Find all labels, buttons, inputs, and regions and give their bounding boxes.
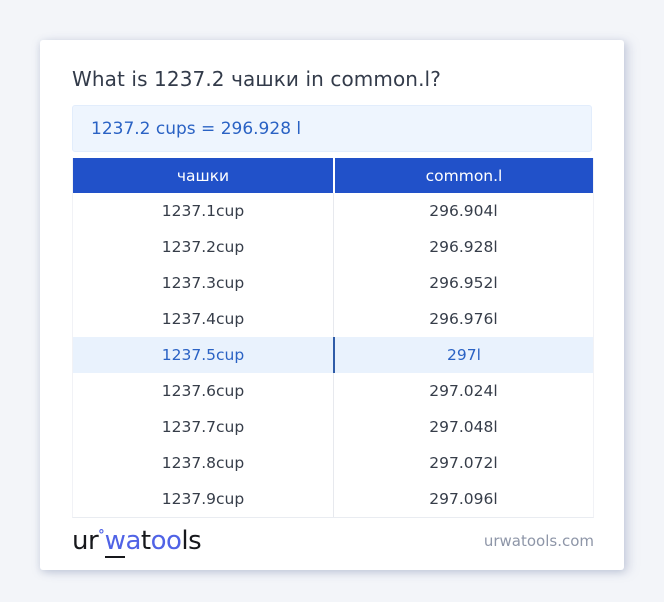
cup-value: 1237.3cup <box>161 274 245 292</box>
liter-value: 296.952l <box>333 265 593 301</box>
table-row: 1237.2cup 296.928l <box>73 229 593 265</box>
cup-value: 1237.1cup <box>161 202 245 220</box>
liter-value: 296.976l <box>333 301 593 337</box>
table-row: 1237.7cup 297.048l <box>73 409 593 445</box>
logo-oo: oo <box>150 526 182 556</box>
cup-value: 1237.9cup <box>161 490 245 508</box>
conversion-card: What is 1237.2 чашки in common.l? 1237.2… <box>40 40 624 570</box>
logo-ls: ls <box>181 526 202 556</box>
table-header-liters: common.l <box>333 158 593 193</box>
table-row: 1237.1cup 296.904l <box>73 193 593 229</box>
liter-value: 297l <box>333 337 593 373</box>
logo-w: w <box>104 526 126 558</box>
logo-degree-icon: ° <box>98 528 105 543</box>
liter-value: 297.072l <box>333 445 593 481</box>
table-row: 1237.6cup 297.024l <box>73 373 593 409</box>
logo-a: a <box>125 526 141 556</box>
cup-value: 1237.4cup <box>161 310 245 328</box>
liter-value: 296.928l <box>333 229 593 265</box>
conversion-result-box: 1237.2 cups = 296.928 l <box>72 105 592 152</box>
table-header-row: чашки common.l <box>73 158 593 193</box>
page-title: What is 1237.2 чашки in common.l? <box>72 67 441 91</box>
liter-value: 297.024l <box>333 373 593 409</box>
liter-value: 297.096l <box>333 481 593 517</box>
table-row-highlighted: 1237.5cup 297l <box>73 337 593 373</box>
cup-value: 1237.6cup <box>161 382 245 400</box>
conversion-result-text: 1237.2 cups = 296.928 l <box>91 118 302 139</box>
table-row: 1237.9cup 297.096l <box>73 481 593 517</box>
cup-value: 1237.7cup <box>161 418 245 436</box>
cup-value: 1237.5cup <box>161 346 245 364</box>
table-row: 1237.3cup 296.952l <box>73 265 593 301</box>
table-row: 1237.4cup 296.976l <box>73 301 593 337</box>
footer-domain-text: urwatools.com <box>483 532 594 551</box>
table-row: 1237.8cup 297.072l <box>73 445 593 481</box>
cup-value: 1237.2cup <box>161 238 245 256</box>
urwatools-logo[interactable]: ur°watools <box>72 526 202 558</box>
conversion-table: чашки common.l 1237.1cup 296.904l 1237.2… <box>72 158 594 518</box>
card-footer: ur°watools urwatools.com <box>72 518 594 558</box>
table-header-cups: чашки <box>176 166 230 185</box>
liter-value: 297.048l <box>333 409 593 445</box>
logo-t: t <box>140 526 151 556</box>
cup-value: 1237.8cup <box>161 454 245 472</box>
logo-ur: ur <box>72 526 99 556</box>
liter-value: 296.904l <box>333 193 593 229</box>
